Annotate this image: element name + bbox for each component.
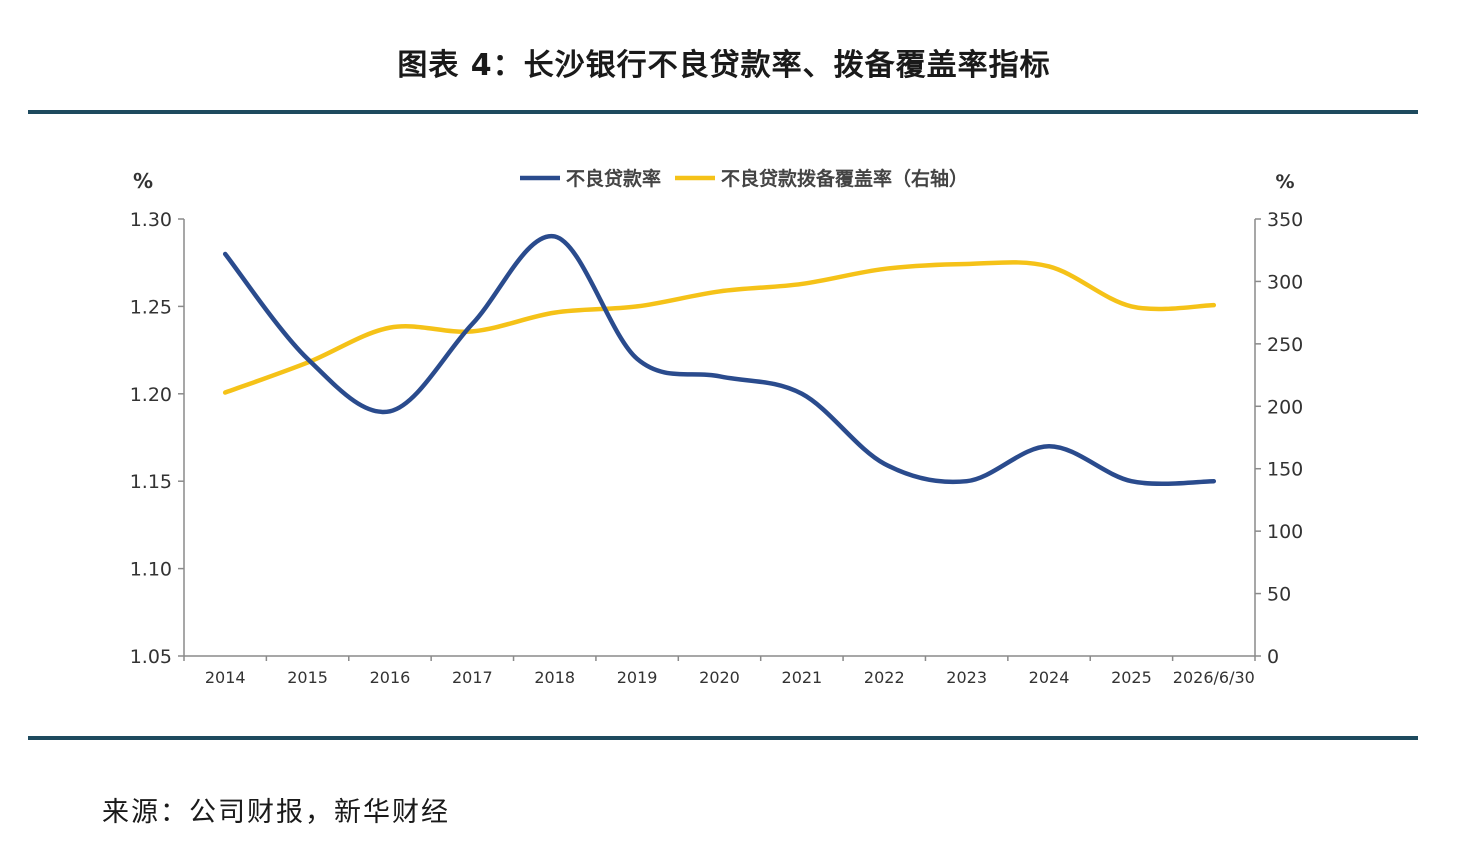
x-tick-label: 2021 <box>782 668 823 687</box>
legend-label: 不良贷款率 <box>566 167 661 190</box>
right-tick-label: 300 <box>1267 271 1303 293</box>
x-tick-label: 2015 <box>287 668 328 687</box>
x-tick-label: 2017 <box>452 668 493 687</box>
legend-label: 不良贷款拨备覆盖率（右轴） <box>721 167 968 190</box>
left-tick-label: 1.05 <box>130 646 172 668</box>
right-tick-label: 0 <box>1267 646 1279 668</box>
x-tick-label: 2019 <box>617 668 658 687</box>
x-tick-label: 2014 <box>205 668 246 687</box>
x-tick-label: 2020 <box>699 668 740 687</box>
npl-ratio-line <box>222 234 1217 487</box>
right-tick-label: 350 <box>1267 209 1303 231</box>
x-tick-label: 2025 <box>1111 668 1152 687</box>
x-tick-label: 2023 <box>946 668 987 687</box>
x-tick-label: 2022 <box>864 668 905 687</box>
right-tick-label: 150 <box>1267 459 1303 481</box>
right-tick-label: 200 <box>1267 396 1303 418</box>
axes: 1.30 1.25 1.20 1.15 1.10 1.05 350 300 250 200 150 1… <box>130 169 1304 687</box>
right-tick-label: 250 <box>1267 334 1303 356</box>
top-rule <box>28 110 1418 114</box>
left-axis-unit: % <box>133 169 153 193</box>
provision-coverage-line <box>222 260 1217 395</box>
left-tick-label: 1.20 <box>130 384 172 406</box>
x-tick-label: 2026/6/30 <box>1173 668 1255 687</box>
left-tick-label: 1.30 <box>130 209 172 231</box>
legend: 不良贷款率 不良贷款拨备覆盖率（右轴） <box>520 167 968 190</box>
right-axis-unit: % <box>1275 171 1294 193</box>
left-tick-label: 1.25 <box>130 296 172 318</box>
series-lines <box>222 234 1217 487</box>
x-tick-label: 2024 <box>1029 668 1070 687</box>
x-tick-label: 2018 <box>534 668 575 687</box>
x-tick-label: 2016 <box>370 668 411 687</box>
left-tick-label: 1.10 <box>130 559 172 581</box>
source-note: 来源：公司财报，新华财经 <box>102 797 450 828</box>
right-tick-label: 50 <box>1267 584 1291 606</box>
left-tick-label: 1.15 <box>130 471 172 493</box>
right-tick-label: 100 <box>1267 521 1303 543</box>
chart-title: 图表 4：长沙银行不良贷款率、拨备覆盖率指标 <box>397 48 1051 83</box>
bottom-rule <box>28 736 1418 740</box>
line-chart: 1.30 1.25 1.20 1.15 1.10 1.05 350 300 250 200 150 1… <box>130 167 1304 687</box>
